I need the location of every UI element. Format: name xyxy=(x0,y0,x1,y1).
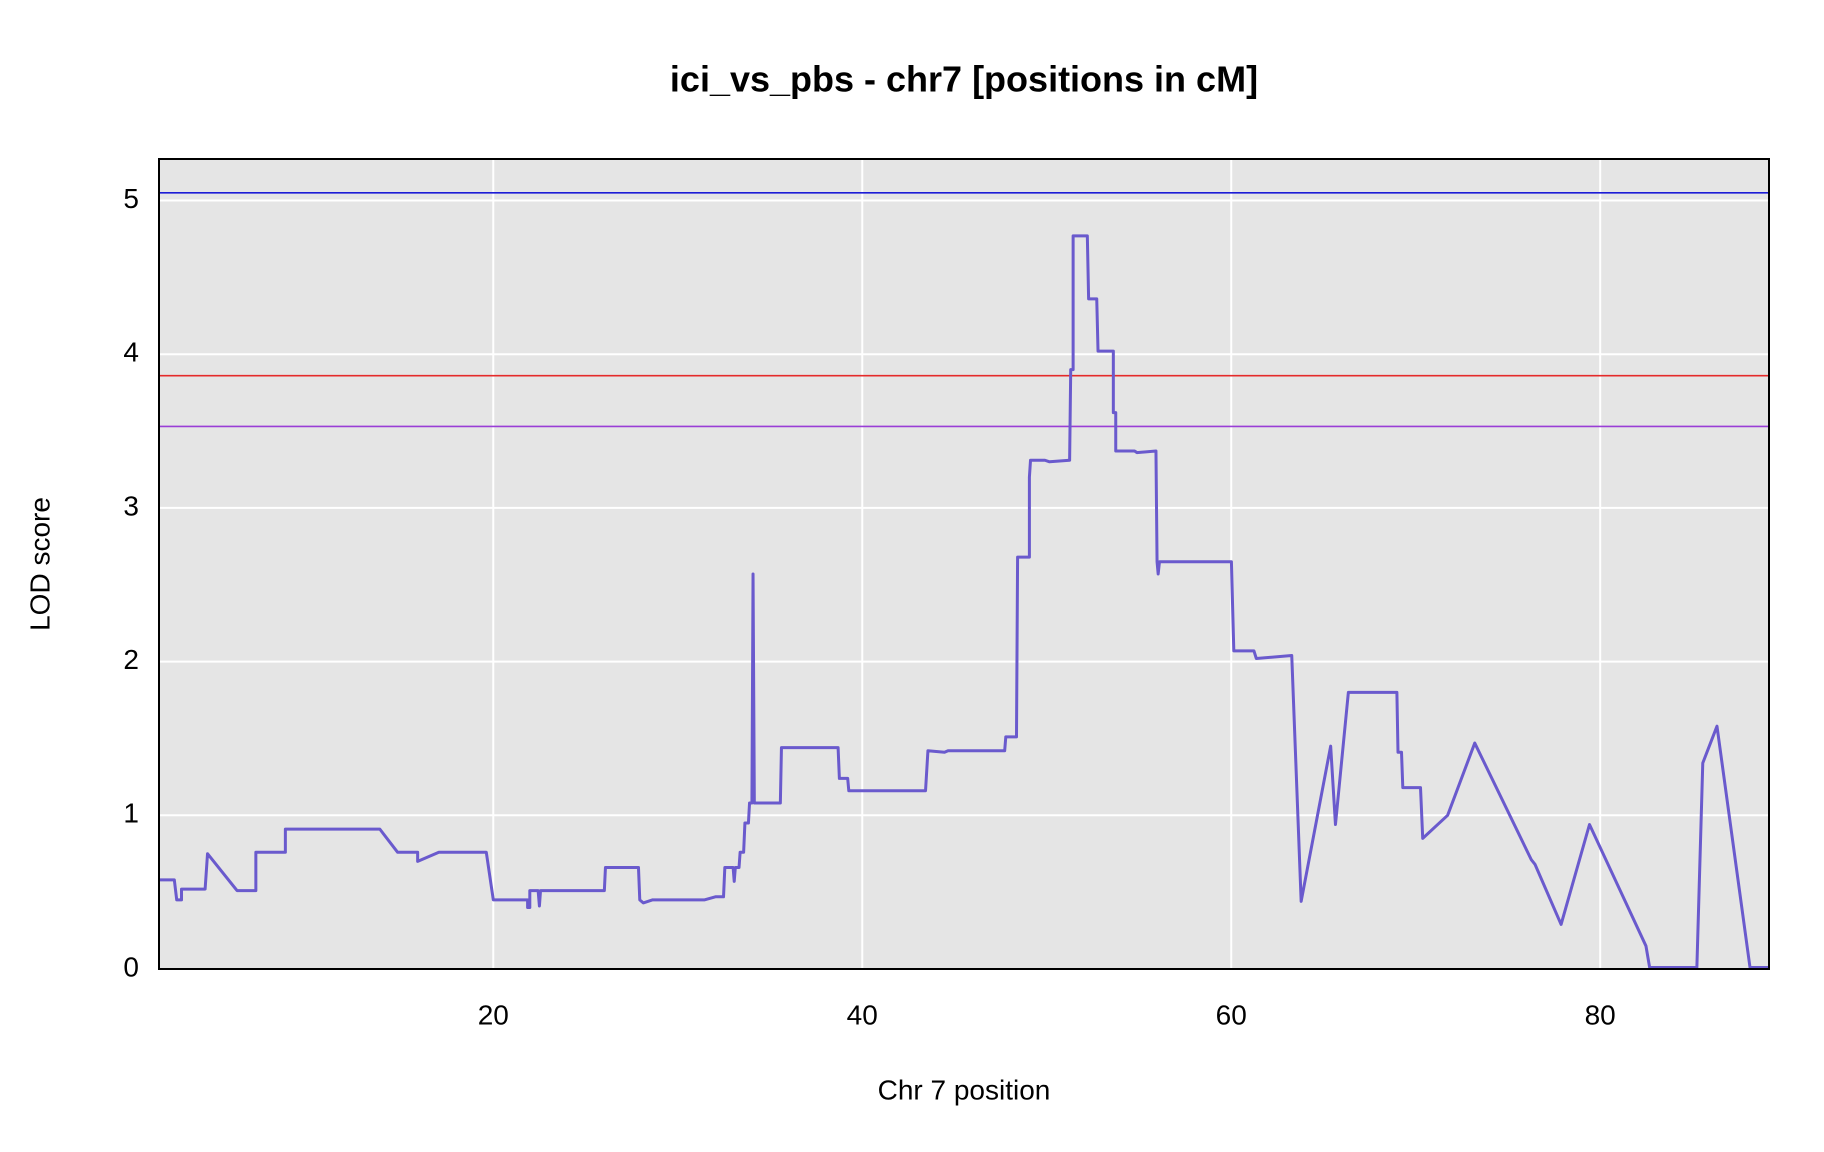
y-tick-label: 0 xyxy=(123,951,139,982)
y-tick-label: 3 xyxy=(123,490,139,521)
y-tick-label: 5 xyxy=(123,183,139,214)
plot-background xyxy=(159,159,1769,969)
x-tick-label: 80 xyxy=(1585,999,1616,1030)
lod-line xyxy=(159,234,1769,969)
x-tick-label: 60 xyxy=(1216,999,1247,1030)
x-tick-label: 40 xyxy=(847,999,878,1030)
x-axis-label: Chr 7 position xyxy=(878,1074,1051,1105)
y-tick-label: 2 xyxy=(123,644,139,675)
y-axis-label: LOD score xyxy=(24,497,55,631)
y-tick-label: 1 xyxy=(123,798,139,829)
y-tick-label: 4 xyxy=(123,337,139,368)
plot-border xyxy=(158,158,1770,970)
chart-title: ici_vs_pbs - chr7 [positions in cM] xyxy=(670,59,1258,100)
x-tick-label: 20 xyxy=(478,999,509,1030)
